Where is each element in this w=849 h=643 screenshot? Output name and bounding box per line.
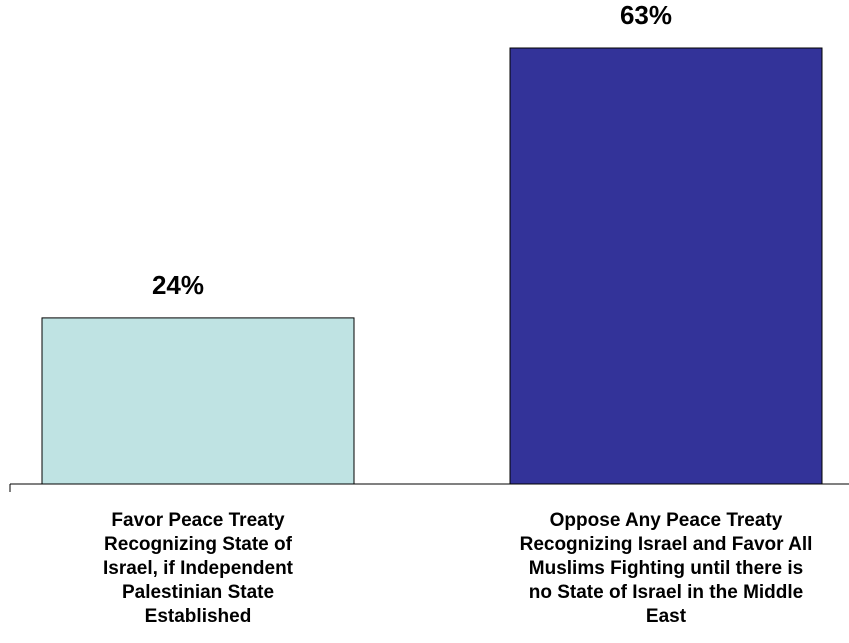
category-label-line: Recognizing Israel and Favor All <box>520 534 813 555</box>
category-label-line: Established <box>145 606 252 627</box>
bars-group <box>41 47 823 485</box>
category-label-line: Oppose Any Peace Treaty <box>550 510 783 531</box>
category-label-line: no State of Israel in the Middle <box>529 582 803 603</box>
axis-group <box>9 483 849 492</box>
bar-1 <box>41 317 355 485</box>
category-label-line: Israel, if Independent <box>103 558 294 579</box>
category-label-line: Palestinian State <box>122 582 274 603</box>
data-label-1: 24% <box>152 270 204 300</box>
data-labels-group: 24% 63% <box>152 0 672 300</box>
data-label-2: 63% <box>620 0 672 30</box>
category-label-line: Favor Peace Treaty <box>111 510 285 531</box>
category-label-line: East <box>646 606 687 627</box>
category-label-line: Muslims Fighting until there is <box>529 558 803 579</box>
category-label-line: Recognizing State of <box>104 534 293 555</box>
category-labels-group: Favor Peace Treaty Recognizing State of Is… <box>103 510 812 627</box>
category-label-1: Favor Peace Treaty Recognizing State of Is… <box>103 510 294 627</box>
category-label-2: Oppose Any Peace Treaty Recognizing Israe… <box>520 510 813 627</box>
bar-2 <box>509 47 823 485</box>
